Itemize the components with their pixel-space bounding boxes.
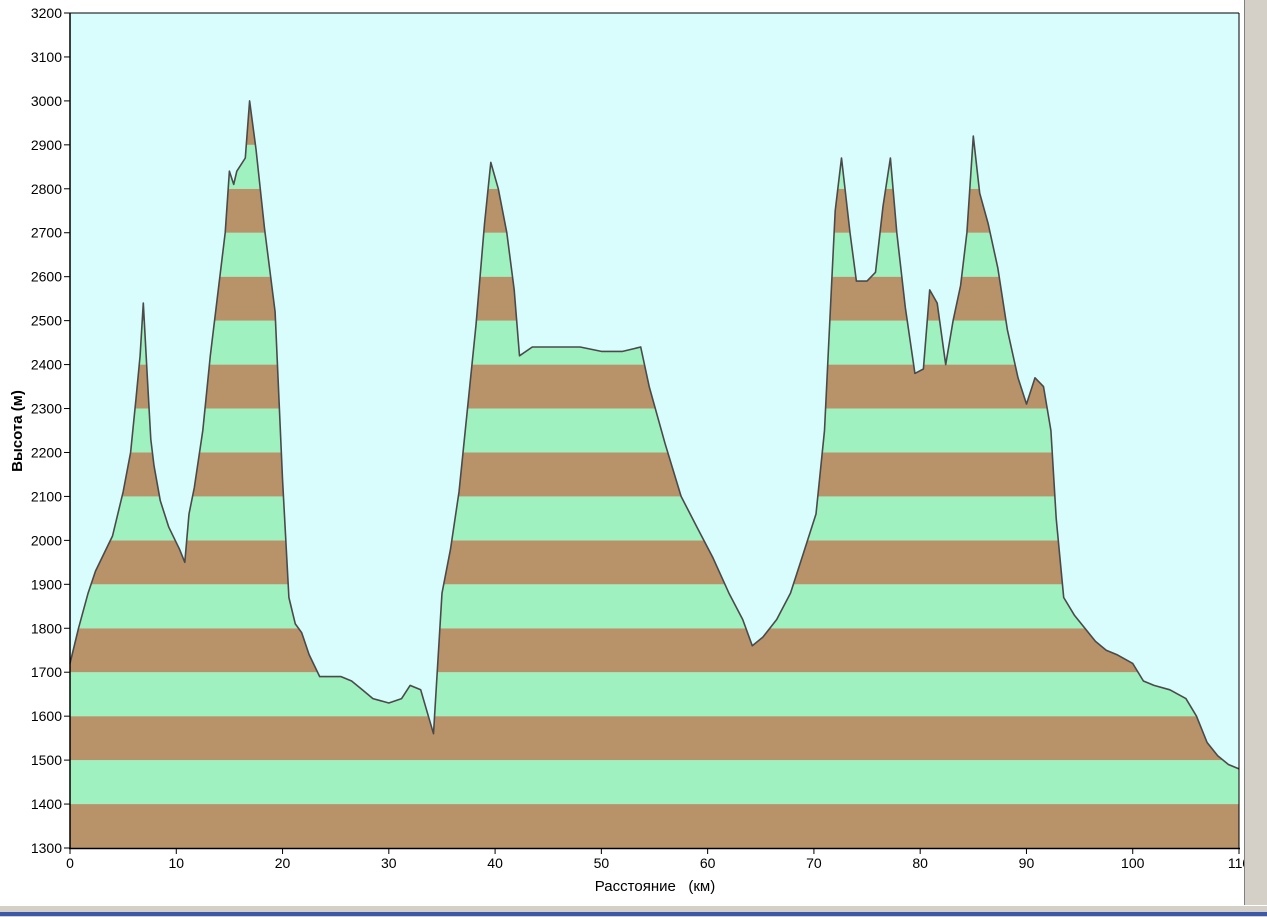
y-tick-label: 1300 <box>31 840 62 856</box>
y-tick-label: 2000 <box>31 532 62 548</box>
x-axis-title: Расстояние (км) <box>595 878 715 895</box>
elevation-band <box>70 496 1239 541</box>
y-tick-label: 2200 <box>31 444 62 460</box>
x-axis-ticks: 0 10 20 30 40 50 60 70 80 90 100 110 <box>66 848 1250 871</box>
y-tick-label: 3100 <box>31 49 62 65</box>
y-tick-label: 3000 <box>31 93 62 109</box>
x-tick-label: 70 <box>806 855 822 871</box>
x-tick-label: 0 <box>66 855 74 871</box>
y-tick-label: 2900 <box>31 137 62 153</box>
y-tick-label: 1400 <box>31 796 62 812</box>
x-tick-label: 50 <box>594 855 610 871</box>
y-axis-ticks: 1300 1400 1500 1600 1700 1800 1900 2000 2100 2200… <box>31 5 70 856</box>
y-tick-label: 1900 <box>31 576 62 592</box>
y-tick-label: 3200 <box>31 5 62 21</box>
vertical-scrollbar[interactable] <box>1244 0 1267 905</box>
elevation-band <box>70 804 1239 848</box>
elevation-profile-line <box>69 100 1240 770</box>
x-tick-label: 30 <box>381 855 397 871</box>
x-tick-label: 40 <box>487 855 503 871</box>
elevation-band <box>70 672 1239 717</box>
y-tick-label: 1500 <box>31 752 62 768</box>
y-tick-label: 1800 <box>31 620 62 636</box>
elevation-band <box>70 716 1239 761</box>
y-tick-label: 2300 <box>31 401 62 417</box>
y-tick-label: 2500 <box>31 313 62 329</box>
y-tick-label: 2100 <box>31 488 62 504</box>
x-tick-label: 60 <box>700 855 716 871</box>
y-tick-label: 2700 <box>31 225 62 241</box>
y-tick-label: 1600 <box>31 708 62 724</box>
y-axis-title: Высота (м) <box>9 390 26 472</box>
elevation-band <box>70 540 1239 585</box>
elevation-profile-chart: 1300 1400 1500 1600 1700 1800 1900 2000 2100 2200… <box>9 5 1250 895</box>
elevation-band <box>70 408 1239 453</box>
x-tick-label: 10 <box>168 855 184 871</box>
y-tick-label: 2800 <box>31 181 62 197</box>
elevation-band <box>70 452 1239 497</box>
y-tick-label: 2400 <box>31 357 62 373</box>
elevation-band <box>70 584 1239 629</box>
x-tick-label: 80 <box>912 855 928 871</box>
elevation-band <box>70 628 1239 673</box>
elevation-band <box>70 760 1239 805</box>
x-tick-label: 90 <box>1019 855 1035 871</box>
x-tick-label: 20 <box>275 855 291 871</box>
chart-panel: 1300 1400 1500 1600 1700 1800 1900 2000 2100 2200… <box>0 0 1250 905</box>
y-tick-label: 2600 <box>31 269 62 285</box>
x-tick-label: 100 <box>1121 855 1145 871</box>
x-tick-label: 110 <box>1228 855 1244 871</box>
y-tick-label: 1700 <box>31 664 62 680</box>
window-bottom-edge <box>0 912 1267 916</box>
